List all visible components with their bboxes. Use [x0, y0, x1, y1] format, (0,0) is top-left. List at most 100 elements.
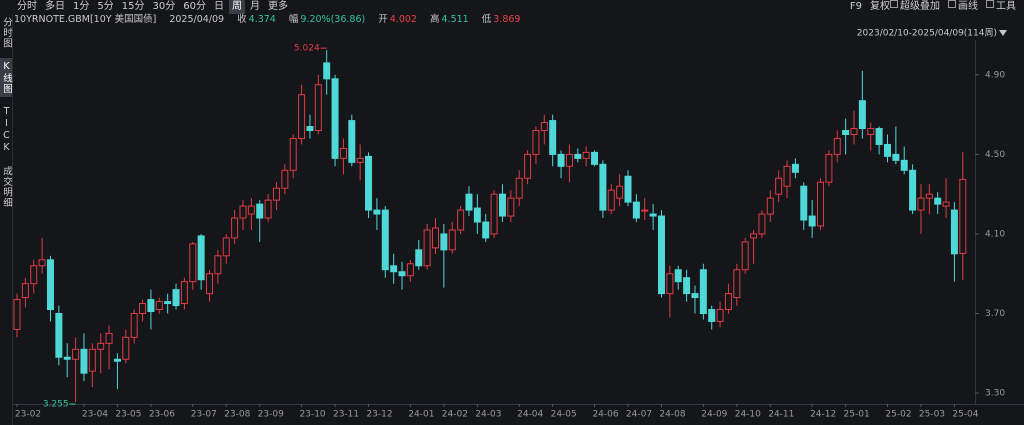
period-tab[interactable]: 30分	[152, 1, 176, 12]
candle-body	[758, 213, 766, 235]
range-dropdown[interactable]	[999, 30, 1007, 36]
x-tick-label: 23-05	[115, 410, 141, 420]
x-tick-label: 24-05	[551, 410, 577, 420]
candle-body	[206, 273, 214, 295]
y-tick-label: 3.30	[985, 389, 1005, 399]
candle-body	[800, 185, 808, 221]
side-tab[interactable]: K线图	[0, 57, 12, 97]
candle-body	[959, 178, 967, 254]
period-tab[interactable]: 60分	[183, 1, 206, 12]
candle-body	[339, 147, 347, 159]
candle-body	[440, 233, 448, 251]
period-tab[interactable]: 分时	[17, 1, 37, 12]
candle-body	[858, 100, 866, 130]
candle-body	[515, 177, 523, 199]
period-tab[interactable]: 1分	[73, 1, 90, 12]
candle-body	[373, 209, 381, 215]
tool-button[interactable]: 超级叠加	[900, 1, 940, 12]
period-tab[interactable]: 15分	[121, 1, 145, 12]
candle-body	[222, 237, 230, 257]
period-tab[interactable]: 周	[228, 0, 245, 14]
candle-body	[607, 189, 615, 211]
candle-body	[808, 215, 816, 227]
candle-body	[172, 289, 180, 307]
candle-body	[55, 313, 63, 358]
symbol: 10YRNOTE.GBM[10Y 美国国债]	[14, 14, 157, 25]
x-tick-label: 24-06	[592, 410, 618, 420]
candle-body	[105, 332, 113, 344]
tool-button[interactable]: F9	[849, 1, 862, 12]
period-tab[interactable]: 更多	[267, 1, 288, 12]
candle-body	[482, 221, 490, 239]
candle-body	[791, 163, 799, 173]
candle-body	[197, 235, 205, 281]
change-value: 9.20%(36.86)	[300, 14, 366, 25]
candle-body	[323, 62, 331, 80]
y-tick-label: 4.50	[985, 150, 1005, 160]
candle-body	[113, 358, 121, 362]
sidebar: 分时图 K线图 TICK 成交明细	[0, 14, 13, 425]
candle-body	[448, 229, 456, 251]
side-tab[interactable]: 成交明细	[1, 165, 12, 208]
low-value: 3.869	[493, 14, 521, 25]
candle-body	[457, 209, 465, 231]
candle-body	[498, 193, 506, 217]
candle-body	[289, 137, 297, 171]
candle-body	[130, 313, 138, 338]
candle-body	[925, 193, 933, 199]
period-tab[interactable]: 多日	[45, 1, 65, 12]
candle-body	[72, 348, 80, 360]
candle-body	[365, 155, 373, 211]
candle-body	[21, 283, 29, 299]
candle-body	[616, 185, 624, 199]
candle-body	[348, 120, 356, 163]
period-tab[interactable]: 日	[213, 1, 224, 12]
x-tick-label: 24-08	[659, 410, 685, 420]
y-tick-label: 3.70	[985, 309, 1005, 319]
candle-body	[180, 281, 188, 305]
candle-body	[842, 130, 850, 135]
side-tab[interactable]: 分时图	[1, 17, 12, 49]
x-tick-label: 24-07	[626, 410, 652, 420]
max-label: 5.024	[294, 44, 320, 54]
candle-body	[892, 153, 900, 161]
candle-body	[775, 177, 783, 195]
candle-body	[549, 120, 557, 155]
x-tick-label: 23-10	[300, 410, 326, 420]
period-tab[interactable]: 5分	[97, 1, 114, 12]
candle-body	[624, 175, 632, 203]
candle-body	[950, 209, 958, 255]
tool-button[interactable]: 工具	[996, 1, 1016, 12]
x-tick-label: 23-04	[82, 410, 108, 420]
candle-body	[214, 255, 222, 275]
x-tick-label: 24-01	[408, 410, 434, 420]
x-tick-label: 25-02	[885, 410, 911, 420]
candle-body	[189, 243, 197, 283]
candle-body	[507, 197, 515, 217]
period-tab[interactable]: 月	[249, 1, 260, 12]
candle-body	[490, 193, 498, 235]
candle-body	[398, 271, 406, 277]
x-tick-label: 25-03	[919, 410, 945, 420]
side-tab[interactable]: TICK	[1, 105, 12, 154]
x-tick-label: 24-10	[735, 410, 761, 420]
candle-body	[565, 153, 573, 167]
candle-body	[164, 301, 172, 305]
candle-body	[917, 197, 925, 211]
x-tick-label: 23-07	[191, 410, 217, 420]
candle-body	[724, 293, 732, 311]
candle-body	[423, 229, 431, 267]
x-tick-label: 24-11	[768, 410, 794, 420]
candle-body	[272, 187, 280, 201]
candle-body	[582, 151, 590, 159]
candle-body	[540, 122, 548, 132]
high-value: 4.511	[441, 14, 469, 25]
candle-body	[155, 301, 163, 311]
candle-body	[356, 157, 364, 163]
tool-button[interactable]: 复权	[870, 1, 890, 12]
candle-body	[231, 217, 239, 239]
tool-icon	[890, 0, 898, 8]
candle-body	[30, 265, 38, 285]
tool-button[interactable]: 画线	[958, 1, 978, 12]
